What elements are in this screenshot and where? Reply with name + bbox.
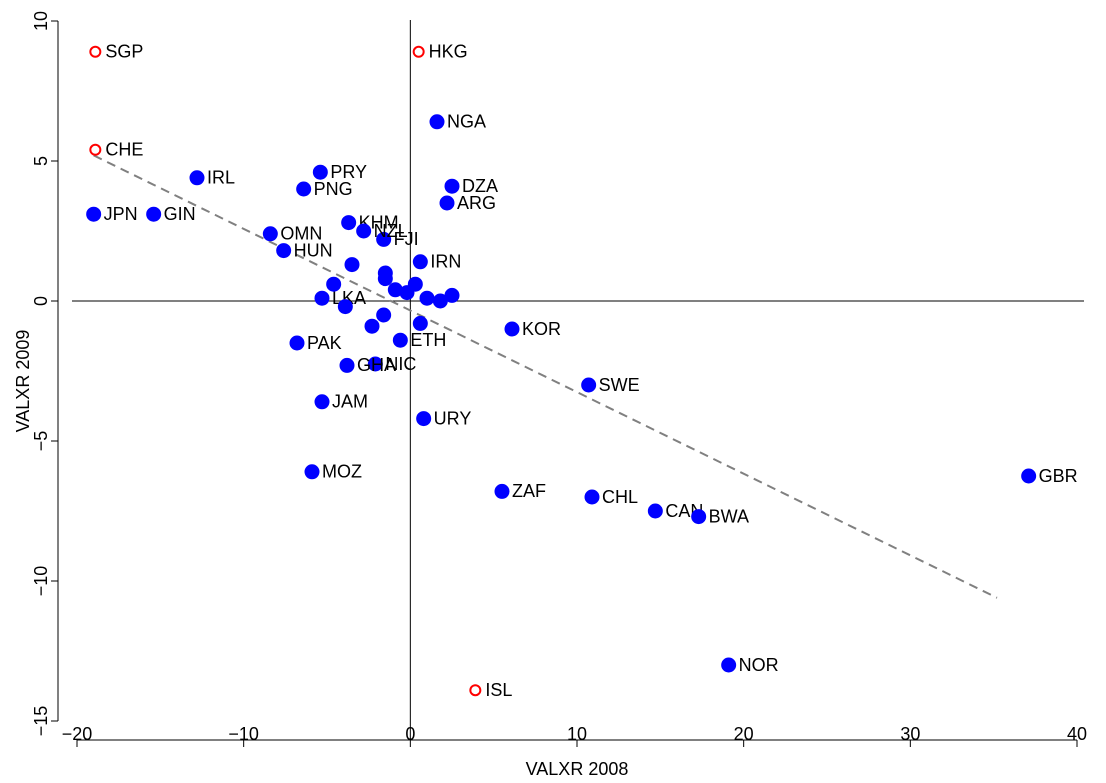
- point: [721, 657, 737, 673]
- point: [392, 332, 408, 348]
- point: [86, 206, 102, 222]
- point: [337, 299, 353, 315]
- x-axis-label: VALXR 2008: [526, 759, 629, 779]
- point-label: BWA: [709, 506, 749, 526]
- point-label: GHA: [357, 355, 396, 375]
- point-label: JAM: [332, 392, 368, 412]
- point: [304, 464, 320, 480]
- point: [89, 143, 102, 156]
- point: [444, 287, 460, 303]
- point: [344, 257, 360, 273]
- y-tick-label: 0: [31, 296, 51, 306]
- point: [439, 195, 455, 211]
- point-label: IRL: [207, 168, 235, 188]
- point-label: PRY: [330, 162, 367, 182]
- x-tick-label: 30: [900, 724, 920, 744]
- point: [444, 178, 460, 194]
- point: [356, 223, 372, 239]
- point: [416, 411, 432, 427]
- point-label: GIN: [164, 204, 196, 224]
- point: [296, 181, 312, 197]
- point: [339, 357, 355, 373]
- point-label: NGA: [447, 112, 486, 132]
- point-label: KOR: [522, 319, 561, 339]
- point-label: JPN: [104, 204, 138, 224]
- point: [289, 335, 305, 351]
- point: [276, 243, 292, 259]
- y-tick-label: 5: [31, 156, 51, 166]
- x-tick-label: 10: [567, 724, 587, 744]
- x-tick-label: −20: [62, 724, 93, 744]
- point: [429, 114, 445, 130]
- y-tick-label: −10: [31, 566, 51, 597]
- point-label: HUN: [294, 240, 333, 260]
- point: [377, 265, 393, 281]
- point-label: FJI: [394, 229, 419, 249]
- point: [581, 377, 597, 393]
- point-label: GBR: [1039, 466, 1078, 486]
- point-label: DZA: [462, 176, 498, 196]
- point-label: HKG: [429, 42, 468, 62]
- point: [146, 206, 162, 222]
- trend-line: [93, 154, 998, 599]
- point: [326, 276, 342, 292]
- point: [189, 170, 205, 186]
- point-label: CHL: [602, 487, 638, 507]
- point: [494, 483, 510, 499]
- point: [376, 231, 392, 247]
- point-label: NIC: [385, 354, 416, 374]
- point-label: ETH: [410, 330, 446, 350]
- point: [367, 356, 383, 372]
- point: [412, 315, 428, 331]
- point: [312, 164, 328, 180]
- point-label: ZAF: [512, 481, 546, 501]
- point: [412, 254, 428, 270]
- x-tick-label: 40: [1067, 724, 1087, 744]
- point: [584, 489, 600, 505]
- point-label: OMN: [280, 224, 322, 244]
- point: [504, 321, 520, 337]
- y-tick-label: −15: [31, 706, 51, 737]
- y-tick-label: −5: [31, 431, 51, 452]
- point: [691, 509, 707, 525]
- point: [314, 394, 330, 410]
- point: [314, 290, 330, 306]
- point: [89, 45, 102, 58]
- point-label: MOZ: [322, 462, 362, 482]
- point-label: SGP: [105, 42, 143, 62]
- point: [262, 226, 278, 242]
- point: [419, 290, 435, 306]
- point-label: IRN: [430, 252, 461, 272]
- point: [364, 318, 380, 334]
- point: [647, 503, 663, 519]
- point-label: NOR: [739, 655, 779, 675]
- point-label: URY: [434, 408, 472, 428]
- point-label: PNG: [314, 179, 353, 199]
- point: [1021, 468, 1037, 484]
- point-label: ARG: [457, 193, 496, 213]
- point-label: PAK: [307, 333, 342, 353]
- point: [469, 684, 482, 697]
- point-label: NZL: [374, 221, 408, 241]
- x-tick-label: −10: [228, 724, 259, 744]
- point: [341, 215, 357, 231]
- point: [412, 45, 425, 58]
- y-axis-label: VALXR 2009: [13, 330, 33, 433]
- x-tick-label: 20: [734, 724, 754, 744]
- point-label: SWE: [599, 375, 640, 395]
- point-label: CHE: [105, 140, 143, 160]
- y-tick-label: 10: [31, 11, 51, 31]
- point-label: ISL: [485, 680, 512, 700]
- point: [376, 307, 392, 323]
- point: [399, 285, 415, 301]
